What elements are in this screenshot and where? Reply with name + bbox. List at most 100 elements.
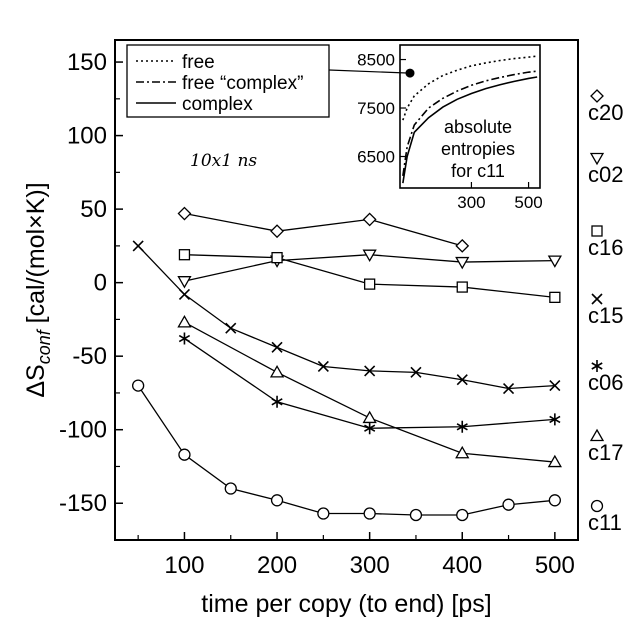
legend-label: complex: [182, 94, 253, 115]
main-plot: 150 100 500 -50 -100 -150 100 200 300 400 500 time …: [22, 39, 623, 618]
side-legend-c15: c15: [588, 293, 623, 328]
data-point: [364, 365, 376, 377]
y-axis-label: ΔSconf [cal/(mol×K)]: [22, 182, 54, 397]
data-point: [549, 291, 561, 304]
side-legend-label: c15: [588, 303, 623, 328]
side-legend-c06: c06: [588, 360, 623, 395]
data-point: [132, 240, 144, 252]
series-c17: [177, 315, 562, 468]
y-tick-label: -50: [72, 343, 107, 370]
data-point: [177, 206, 192, 221]
inset-curve-solid: [402, 76, 538, 184]
data-point: [589, 152, 605, 166]
data-point: [502, 498, 515, 511]
series-c06: [178, 332, 561, 435]
data-point: [591, 225, 603, 237]
data-point: [364, 422, 376, 435]
data-point: [591, 360, 603, 372]
data-point: [549, 413, 561, 426]
data-point: [455, 445, 470, 459]
data-point: [455, 238, 470, 253]
plot-frame: [114, 39, 579, 541]
data-point: [590, 499, 604, 513]
series-line: [184, 321, 555, 463]
series-c11: [131, 379, 561, 522]
data-point: [409, 508, 423, 522]
data-point: [456, 508, 469, 522]
data-point: [270, 224, 284, 239]
inset-text-line: entropies: [441, 139, 515, 159]
side-legend-label: c02: [588, 162, 623, 187]
series-c16: [178, 249, 561, 304]
y-tick-label: 100: [67, 123, 107, 150]
side-legend-label: c16: [588, 235, 623, 260]
y-axis-label-sub: conf: [34, 328, 54, 364]
inset-y-tick-label: 7500: [357, 99, 395, 118]
data-point: [177, 315, 192, 328]
data-point: [317, 507, 330, 520]
x-tick-label: 200: [257, 552, 297, 579]
data-point: [549, 380, 561, 392]
legend-frame: [126, 44, 330, 118]
side-legend-label: c06: [588, 370, 623, 395]
y-tick-label: -150: [59, 490, 107, 517]
side-legend-c02: c02: [588, 152, 623, 187]
annotation: 10x1 ns: [190, 151, 257, 171]
data-point: [456, 374, 468, 386]
x-axis-label: time per copy (to end) [ps]: [201, 590, 491, 618]
data-point: [362, 410, 377, 424]
data-point: [589, 428, 605, 442]
data-point: [178, 249, 191, 261]
series-c15: [132, 240, 561, 395]
data-point: [271, 341, 283, 353]
inset-y-tick-label: 6500: [357, 147, 395, 166]
y-tick-label: -100: [59, 417, 107, 444]
y-axis-label-prefix: ΔS: [22, 364, 50, 397]
inset-x-tick-label: 500: [514, 193, 542, 212]
data-point: [178, 288, 191, 300]
data-point: [269, 365, 285, 378]
side-legend-label: c17: [588, 440, 623, 465]
data-point: [177, 276, 192, 289]
data-point: [590, 89, 604, 103]
x-tick-label: 100: [164, 552, 204, 579]
inset-text-line: for c11: [451, 161, 505, 181]
y-tick-label: 150: [67, 49, 107, 76]
data-point: [456, 281, 468, 293]
legend-label: free: [182, 52, 215, 73]
side-legend-label: c20: [588, 100, 623, 125]
series-line: [137, 385, 555, 516]
data-point: [131, 379, 145, 392]
data-point: [362, 212, 377, 227]
x-tick-label: 300: [350, 552, 390, 579]
legend-label: free “complex”: [182, 73, 303, 94]
data-point: [362, 249, 377, 263]
data-point: [547, 255, 562, 268]
data-point: [547, 454, 562, 468]
data-point: [271, 395, 283, 408]
side-legend-c17: c17: [588, 428, 623, 465]
data-point: [225, 322, 237, 334]
inset-x-tick-label: 300: [457, 193, 485, 212]
side-legend-c16: c16: [588, 225, 623, 260]
y-axis-label-suffix: [cal/(mol×K)]: [22, 182, 50, 330]
x-tick-label: 500: [535, 552, 575, 579]
data-point: [317, 360, 329, 373]
data-point: [502, 382, 515, 395]
data-point: [363, 278, 376, 290]
inset-text-line: absolute: [444, 117, 512, 137]
series-line: [137, 245, 555, 390]
side-legend-c20: c20: [588, 89, 623, 125]
data-point: [456, 420, 468, 433]
data-point: [410, 366, 422, 378]
inset-y-tick-label: 8500: [357, 51, 395, 70]
y-tick-label: 50: [80, 196, 107, 223]
inset-curve-dashdot: [402, 70, 538, 176]
x-tick-label: 400: [442, 552, 482, 579]
data-point: [270, 494, 284, 507]
side-legend-c11: c11: [588, 499, 622, 535]
data-point: [548, 494, 561, 507]
